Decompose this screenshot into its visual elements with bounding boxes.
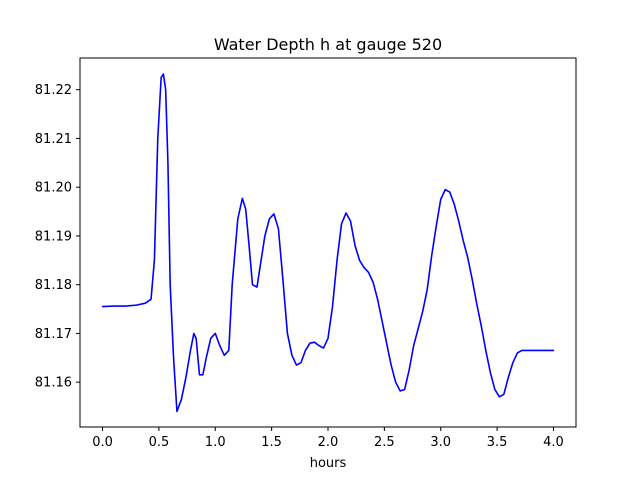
y-tick-label: 81.18 — [35, 278, 72, 293]
x-tick-label: 1.0 — [205, 435, 226, 450]
y-tick-label: 81.16 — [35, 376, 72, 391]
series-line-h — [101, 73, 555, 413]
x-tick-label: 2.0 — [318, 435, 339, 450]
y-tick-label: 81.21 — [35, 132, 72, 147]
y-tick-label: 81.17 — [35, 327, 72, 342]
x-tick-label: 0.5 — [149, 435, 170, 450]
x-axis-label: hours — [310, 456, 347, 471]
x-tick-label: 4.0 — [543, 435, 564, 450]
y-tick-label: 81.22 — [35, 83, 72, 98]
x-tick-label: 3.5 — [487, 435, 508, 450]
y-tick-label: 81.20 — [35, 181, 72, 196]
x-axis: 0.0 0.5 1.0 1.5 2.0 2.5 3.0 3.5 4.0 — [92, 427, 564, 450]
x-tick-label: 0.0 — [92, 435, 113, 450]
y-tick-label: 81.19 — [35, 229, 72, 244]
x-tick-label: 1.5 — [261, 435, 282, 450]
x-tick-label: 2.5 — [374, 435, 395, 450]
x-tick-label: 3.0 — [430, 435, 451, 450]
chart-title: Water Depth h at gauge 520 — [214, 35, 442, 54]
plot-area — [101, 73, 555, 413]
y-axis: 81.16 81.17 81.18 81.19 81.20 81.21 81.22 — [35, 83, 80, 391]
